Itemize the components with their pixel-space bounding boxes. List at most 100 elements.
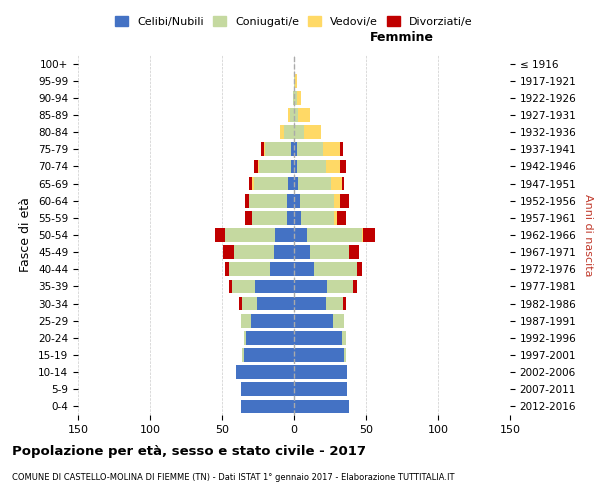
Bar	[236, 366, 294, 379]
Bar	[245, 194, 250, 207]
Bar	[245, 211, 252, 224]
Bar	[258, 160, 259, 173]
Bar	[327, 280, 353, 293]
Text: COMUNE DI CASTELLO-MOLINA DI FIEMME (TN) - Dati ISTAT 1° gennaio 2017 - Elaboraz: COMUNE DI CASTELLO-MOLINA DI FIEMME (TN)…	[12, 472, 455, 482]
Bar	[310, 246, 349, 259]
Bar	[242, 348, 244, 362]
Bar	[250, 176, 252, 190]
Bar	[340, 194, 349, 207]
Bar	[333, 314, 344, 328]
Bar	[297, 142, 323, 156]
Bar	[294, 400, 349, 413]
Bar	[247, 331, 294, 344]
Bar	[252, 176, 254, 190]
Bar	[250, 194, 287, 207]
Bar	[233, 246, 274, 259]
Bar	[304, 126, 322, 139]
Bar	[294, 366, 347, 379]
Bar	[265, 142, 291, 156]
Bar	[229, 280, 232, 293]
Bar	[334, 194, 340, 207]
Bar	[242, 296, 257, 310]
Bar	[284, 126, 294, 139]
Bar	[244, 348, 294, 362]
Bar	[294, 160, 297, 173]
Y-axis label: Fasce di età: Fasce di età	[19, 198, 32, 272]
Bar	[294, 246, 310, 259]
Bar	[294, 126, 304, 139]
Bar	[259, 160, 291, 173]
Bar	[294, 74, 295, 88]
Bar	[294, 280, 327, 293]
Bar	[307, 228, 362, 242]
Bar	[244, 331, 247, 344]
Bar	[251, 314, 294, 328]
Bar	[241, 314, 251, 328]
Bar	[294, 108, 298, 122]
Bar	[288, 108, 290, 122]
Bar	[331, 176, 341, 190]
Bar	[293, 91, 294, 104]
Bar	[275, 228, 294, 242]
Bar	[353, 280, 358, 293]
Bar	[294, 262, 314, 276]
Bar	[294, 296, 326, 310]
Bar	[261, 142, 264, 156]
Bar	[349, 246, 359, 259]
Bar	[255, 280, 294, 293]
Bar	[294, 211, 301, 224]
Bar	[287, 211, 294, 224]
Bar	[232, 280, 255, 293]
Bar	[264, 142, 265, 156]
Text: Popolazione per età, sesso e stato civile - 2017: Popolazione per età, sesso e stato civil…	[12, 445, 366, 458]
Bar	[363, 228, 374, 242]
Bar	[294, 382, 347, 396]
Bar	[294, 348, 344, 362]
Bar	[229, 262, 269, 276]
Bar	[343, 296, 346, 310]
Bar	[215, 228, 225, 242]
Bar	[252, 211, 287, 224]
Bar	[290, 108, 294, 122]
Bar	[341, 331, 346, 344]
Bar	[294, 176, 298, 190]
Bar	[298, 108, 310, 122]
Bar	[294, 194, 300, 207]
Bar	[241, 400, 294, 413]
Bar	[291, 160, 294, 173]
Bar	[239, 296, 242, 310]
Bar	[294, 91, 297, 104]
Bar	[225, 262, 229, 276]
Bar	[297, 91, 301, 104]
Bar	[344, 348, 346, 362]
Bar	[326, 296, 343, 310]
Bar	[287, 194, 294, 207]
Bar	[326, 160, 340, 173]
Bar	[358, 262, 362, 276]
Bar	[269, 262, 294, 276]
Bar	[340, 142, 343, 156]
Bar	[294, 142, 297, 156]
Bar	[294, 228, 307, 242]
Bar	[340, 160, 346, 173]
Legend: Celibi/Nubili, Coniugati/e, Vedovi/e, Divorziati/e: Celibi/Nubili, Coniugati/e, Vedovi/e, Di…	[113, 14, 475, 29]
Bar	[294, 314, 333, 328]
Bar	[291, 142, 294, 156]
Bar	[300, 194, 334, 207]
Bar	[257, 296, 294, 310]
Bar	[225, 228, 275, 242]
Bar	[254, 160, 258, 173]
Bar	[314, 262, 358, 276]
Bar	[274, 246, 294, 259]
Bar	[223, 246, 233, 259]
Bar	[298, 176, 331, 190]
Bar	[254, 176, 288, 190]
Bar	[294, 331, 341, 344]
Bar	[288, 176, 294, 190]
Bar	[301, 211, 334, 224]
Text: Femmine: Femmine	[370, 31, 434, 44]
Bar	[334, 211, 337, 224]
Bar	[337, 211, 346, 224]
Bar	[341, 176, 344, 190]
Bar	[362, 228, 363, 242]
